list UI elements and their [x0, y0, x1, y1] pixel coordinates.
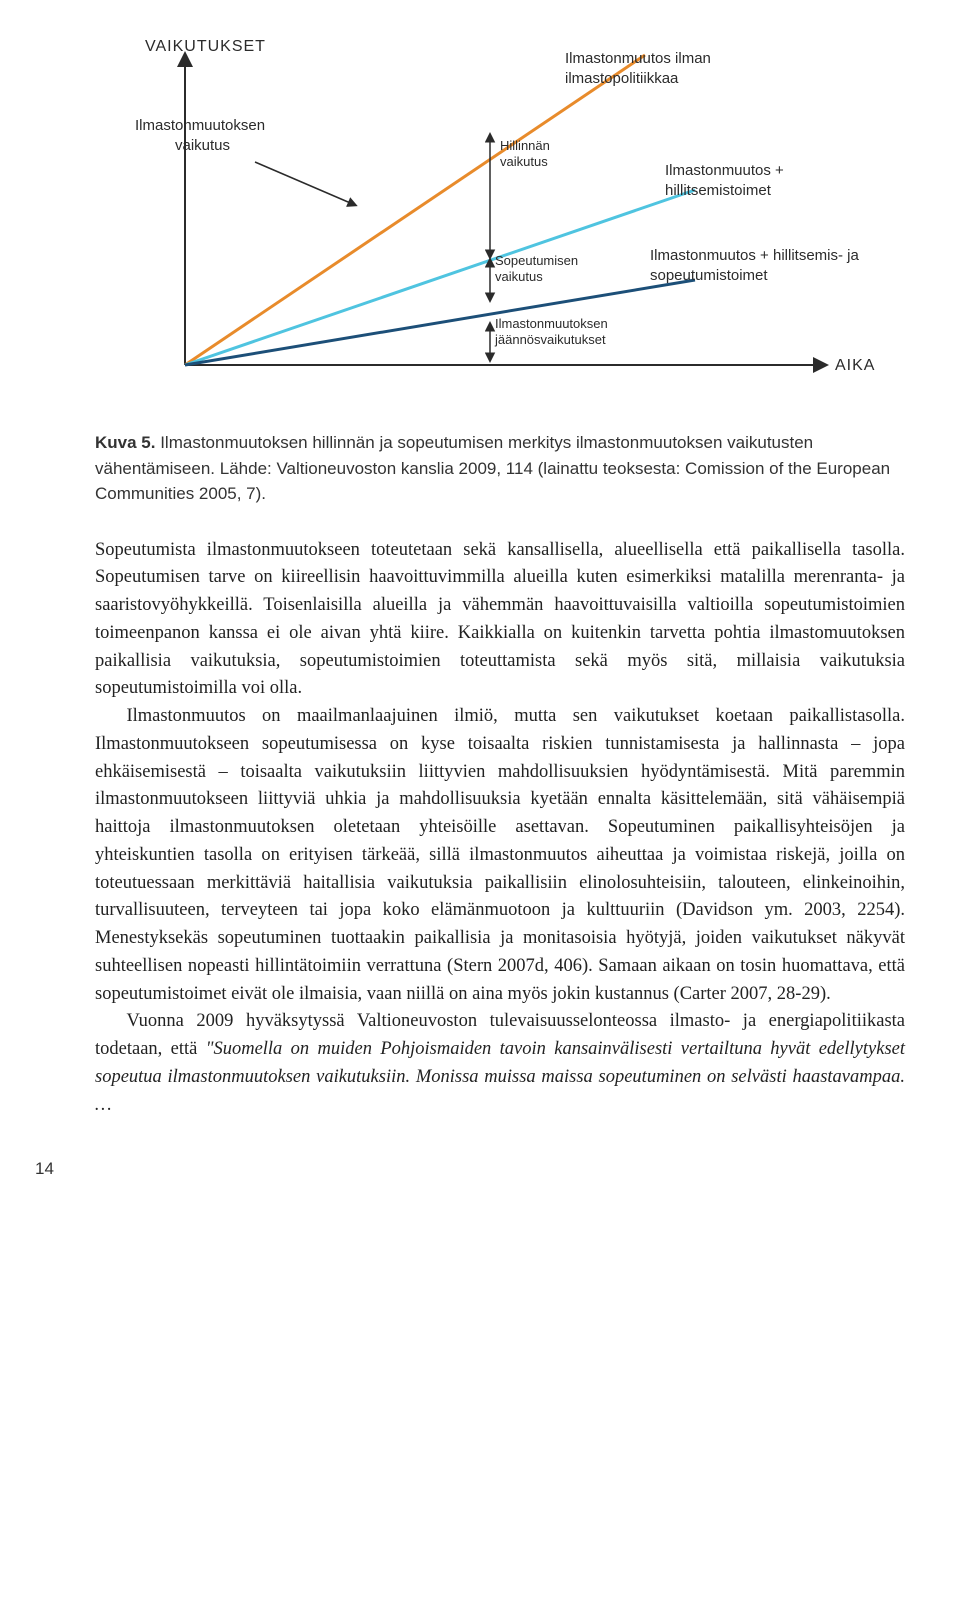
label-no-policy-2: ilmastopolitiikkaa [565, 70, 679, 87]
callout-hill-1: Hillinnän [500, 138, 550, 153]
line-adaptation [185, 280, 695, 365]
label-mitigation-2: hillitsemistoimet [665, 182, 772, 199]
y-axis-title: VAIKUTUKSET [145, 38, 266, 55]
figure-caption: Kuva 5. Ilmastonmuutoksen hillinnän ja s… [95, 430, 905, 507]
callout-jaannos-2: jäännösvaikutukset [494, 332, 606, 347]
para-2: Ilmastonmuutos on maailmanlaajuinen ilmi… [95, 703, 905, 1008]
para-3: Vuonna 2009 hyväksytyssä Valtioneuvoston… [95, 1008, 905, 1119]
para-1: Sopeutumista ilmastonmuutokseen toteutet… [95, 537, 905, 704]
label-no-policy-1: Ilmastonmuutos ilman [565, 50, 711, 67]
figure-caption-text: Ilmastonmuutoksen hillinnän ja sopeutumi… [95, 433, 890, 503]
para-3-quote: "Suomella on muiden Pohjoismaiden tavoin… [95, 1039, 905, 1115]
callout-ilm-1: Ilmastonmuutoksen [135, 117, 265, 134]
callout-hill-2: vaikutus [500, 154, 548, 169]
label-adaptation-2: sopeutumistoimet [650, 267, 768, 284]
callout-sopeu-1: Sopeutumisen [495, 253, 578, 268]
callout-ilm-2: vaikutus [175, 137, 230, 154]
climate-effects-chart: VAIKUTUKSET AIKA Ilmastonmuutos ilman il… [95, 20, 895, 410]
callout-jaannos-1: Ilmastonmuutoksen [495, 316, 608, 331]
figure-number: Kuva 5. [95, 433, 155, 452]
page-number: 14 [35, 1159, 905, 1179]
label-adaptation-1: Ilmastonmuutos + hillitsemis- ja [650, 247, 859, 264]
callout-ilm-arrow [255, 162, 355, 205]
line-mitigation [185, 190, 695, 365]
label-mitigation-1: Ilmastonmuutos + [665, 162, 784, 179]
x-axis-title: AIKA [835, 357, 875, 374]
callout-sopeu-2: vaikutus [495, 269, 543, 284]
